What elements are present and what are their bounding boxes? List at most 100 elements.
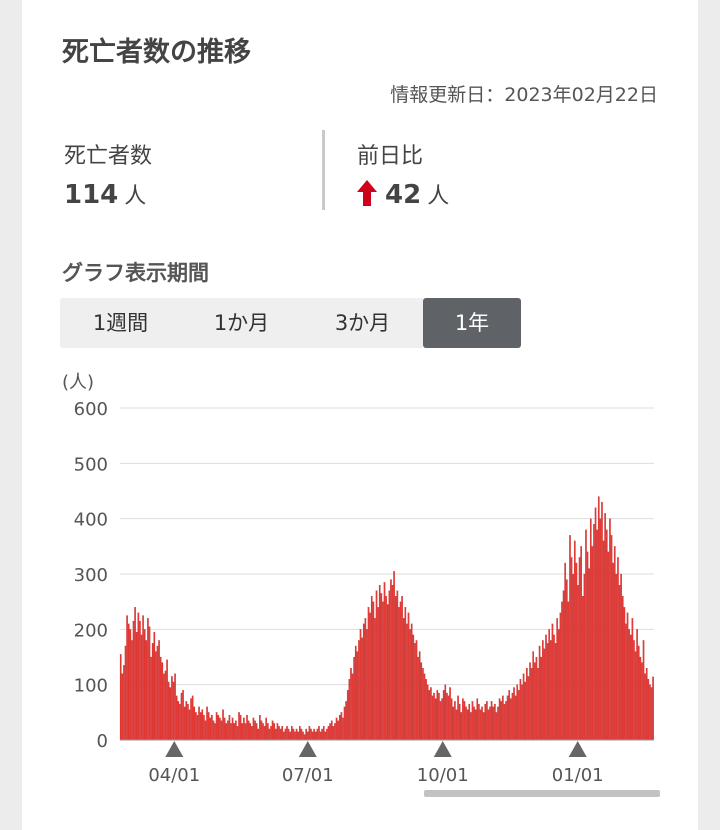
bar <box>228 715 231 741</box>
bar <box>327 726 330 741</box>
bar <box>412 634 415 741</box>
bar <box>302 731 304 741</box>
bar <box>382 601 384 741</box>
bar <box>596 529 598 741</box>
bar <box>254 720 256 741</box>
bar <box>201 709 204 741</box>
bar <box>340 712 343 741</box>
bar <box>169 687 172 741</box>
bar <box>388 590 391 741</box>
bar <box>386 604 389 741</box>
bar <box>538 645 541 741</box>
bar <box>529 662 531 741</box>
bar <box>295 728 298 741</box>
bar <box>633 640 635 741</box>
bar <box>482 712 485 741</box>
bar <box>370 596 373 741</box>
bar <box>639 656 642 741</box>
bar <box>206 706 208 741</box>
bar <box>179 703 181 741</box>
bar <box>439 701 442 741</box>
bar <box>196 715 199 741</box>
bar <box>298 726 301 741</box>
bar <box>402 618 405 741</box>
bar <box>465 706 467 741</box>
bar <box>457 695 459 741</box>
bar <box>316 728 319 741</box>
bar <box>279 728 282 741</box>
bar <box>557 629 560 741</box>
bar <box>396 590 399 741</box>
bar <box>474 709 477 741</box>
bar <box>409 629 411 741</box>
bar <box>545 634 547 741</box>
diff-unit: 人 <box>427 184 450 209</box>
bar <box>374 618 376 741</box>
bar <box>145 640 148 741</box>
bar <box>259 715 261 741</box>
tab-1-week[interactable]: 1週間 <box>60 298 181 348</box>
bar <box>613 546 616 741</box>
bar <box>167 681 170 741</box>
bar <box>329 723 331 741</box>
bar <box>241 723 244 741</box>
bar <box>418 651 421 741</box>
bar <box>367 607 370 741</box>
tab-1-year[interactable]: 1年 <box>423 298 521 348</box>
bar <box>543 648 546 741</box>
bar <box>207 712 210 741</box>
bar <box>398 607 400 741</box>
bar <box>450 698 453 741</box>
bar <box>356 651 359 741</box>
bar <box>163 673 165 741</box>
deaths-unit: 人 <box>124 184 147 209</box>
bar <box>505 701 507 741</box>
bar <box>308 726 311 741</box>
x-tick-label: 04/01 <box>148 765 200 786</box>
x-tick-marker <box>298 741 317 757</box>
tab-1-month[interactable]: 1か月 <box>181 298 302 348</box>
bar <box>540 656 543 741</box>
stat-divider <box>322 130 325 210</box>
bar <box>332 726 335 741</box>
bar <box>637 645 640 741</box>
bar <box>599 518 602 741</box>
x-tick-label: 10/01 <box>417 765 469 786</box>
bar <box>361 637 363 741</box>
bar <box>559 612 562 741</box>
bar <box>542 640 544 741</box>
bar <box>324 731 327 741</box>
bar <box>223 717 226 741</box>
bar <box>519 679 522 741</box>
bar <box>289 731 291 741</box>
bar <box>645 667 648 741</box>
chart-scrollbar[interactable] <box>424 790 660 797</box>
bar <box>473 706 475 741</box>
bar <box>230 723 232 741</box>
bar <box>238 712 240 741</box>
bar <box>343 706 346 741</box>
bar <box>497 706 499 741</box>
bar <box>369 612 371 741</box>
bar <box>452 706 455 741</box>
bar <box>589 518 592 741</box>
bar <box>211 715 213 741</box>
bar <box>612 562 614 741</box>
bar <box>260 720 263 741</box>
bar <box>446 692 448 741</box>
bar <box>510 698 512 741</box>
bar <box>142 615 144 741</box>
tab-3-months[interactable]: 3か月 <box>302 298 423 348</box>
bar <box>185 701 188 741</box>
bar <box>378 584 381 741</box>
bar <box>129 629 132 741</box>
deaths-value-row: 114 人 <box>64 178 152 210</box>
diff-value: 42 <box>385 180 422 210</box>
deaths-value: 114 <box>64 180 119 210</box>
bar <box>580 546 582 741</box>
bar <box>513 687 515 741</box>
period-tabs: 1週間 1か月 3か月 1年 <box>60 298 521 348</box>
bar <box>385 596 387 741</box>
bar <box>159 656 162 741</box>
bar <box>495 712 498 741</box>
